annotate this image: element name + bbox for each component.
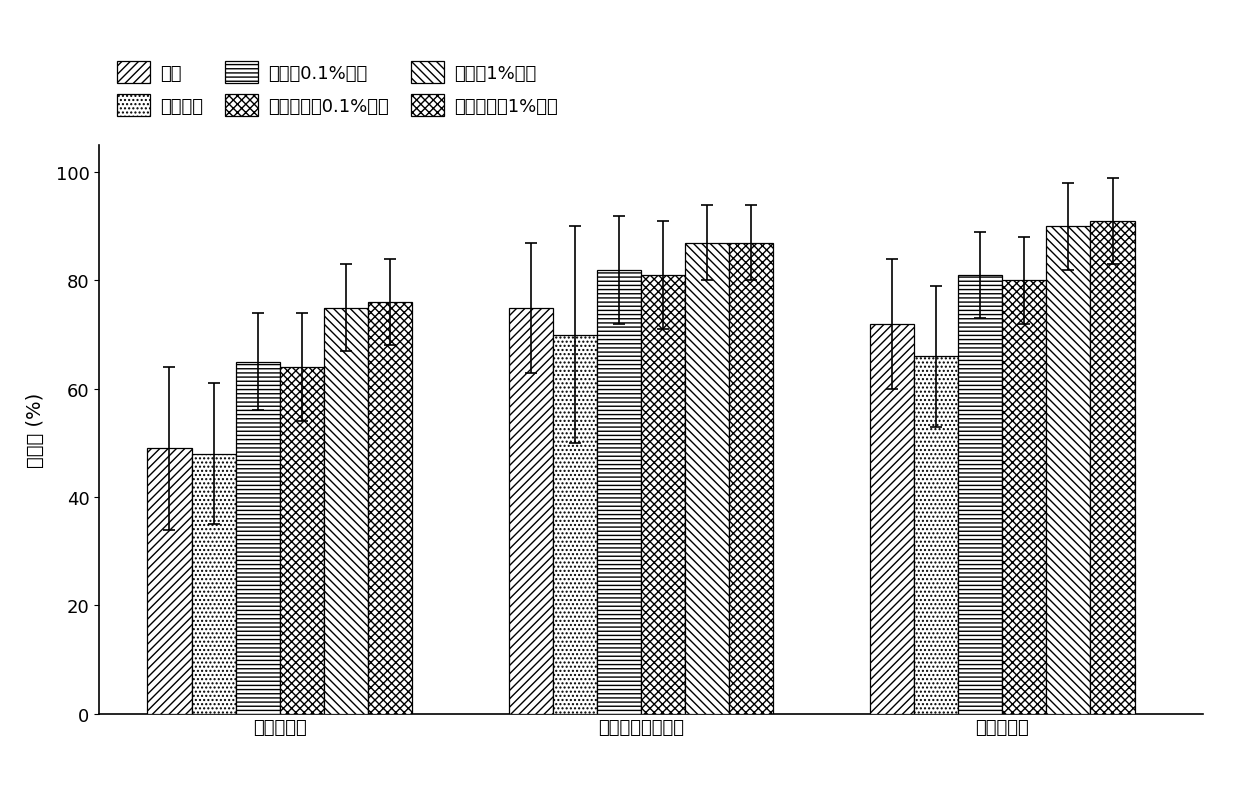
Bar bbox=[148, 448, 191, 714]
Bar bbox=[368, 303, 412, 714]
Bar bbox=[869, 324, 914, 714]
Bar bbox=[596, 270, 641, 714]
Bar bbox=[1002, 281, 1047, 714]
Bar bbox=[729, 243, 774, 714]
Bar bbox=[324, 308, 368, 714]
Bar bbox=[280, 367, 324, 714]
Bar bbox=[641, 276, 686, 714]
Legend: 乙腓, 乙酸乙酯, 乙腓含0.1%甲酸, 乙酸乙酯含0.1%甲酸, 乙腓含1%甲酸, 乙酸乙酯含1%甲酸: 乙腓, 乙酸乙酯, 乙腓含0.1%甲酸, 乙酸乙酯含0.1%甲酸, 乙腓含1%甲… bbox=[108, 53, 567, 126]
Bar bbox=[553, 335, 596, 714]
Bar bbox=[508, 308, 553, 714]
Y-axis label: 回收率 (%): 回收率 (%) bbox=[26, 393, 45, 467]
Bar bbox=[1090, 221, 1135, 714]
Bar bbox=[686, 243, 729, 714]
Bar bbox=[959, 276, 1002, 714]
Bar bbox=[1047, 227, 1090, 714]
Bar bbox=[236, 363, 280, 714]
Bar bbox=[191, 454, 236, 714]
Bar bbox=[914, 357, 959, 714]
